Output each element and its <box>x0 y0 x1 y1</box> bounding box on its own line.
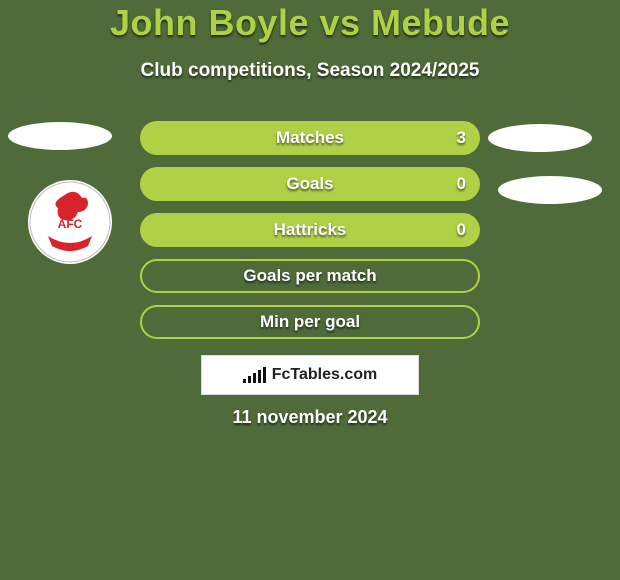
player-right-placeholder-2 <box>498 176 602 204</box>
stat-bar-goals: Goals 0 <box>140 167 480 201</box>
player-right-placeholder-1 <box>488 124 592 152</box>
stat-bar-matches: Matches 3 <box>140 121 480 155</box>
barchart-icon <box>243 367 266 383</box>
stat-bar-value: 3 <box>457 128 466 148</box>
crest-text: AFC <box>58 217 83 231</box>
stat-bar-label: Min per goal <box>260 312 360 332</box>
stat-bar-label: Hattricks <box>274 220 347 240</box>
stat-bar-goals-per-match: Goals per match <box>140 259 480 293</box>
player-left-placeholder <box>8 122 112 150</box>
stat-bar-value: 0 <box>457 174 466 194</box>
brand-text: FcTables.com <box>272 366 378 384</box>
date-text: 11 november 2024 <box>0 407 620 428</box>
page-title: John Boyle vs Mebude <box>0 2 620 44</box>
club-crest-left: AFC <box>28 180 112 264</box>
stat-bar-value: 0 <box>457 220 466 240</box>
stat-bar-label: Matches <box>276 128 344 148</box>
stat-bar-label: Goals <box>286 174 333 194</box>
stat-bar-hattricks: Hattricks 0 <box>140 213 480 247</box>
stat-bar-label: Goals per match <box>243 266 376 286</box>
stat-bar-min-per-goal: Min per goal <box>140 305 480 339</box>
club-crest-left-svg: AFC <box>28 180 112 264</box>
canvas: John Boyle vs Mebude Club competitions, … <box>0 0 620 580</box>
brand-card: FcTables.com <box>201 355 419 395</box>
page-subtitle: Club competitions, Season 2024/2025 <box>0 60 620 82</box>
